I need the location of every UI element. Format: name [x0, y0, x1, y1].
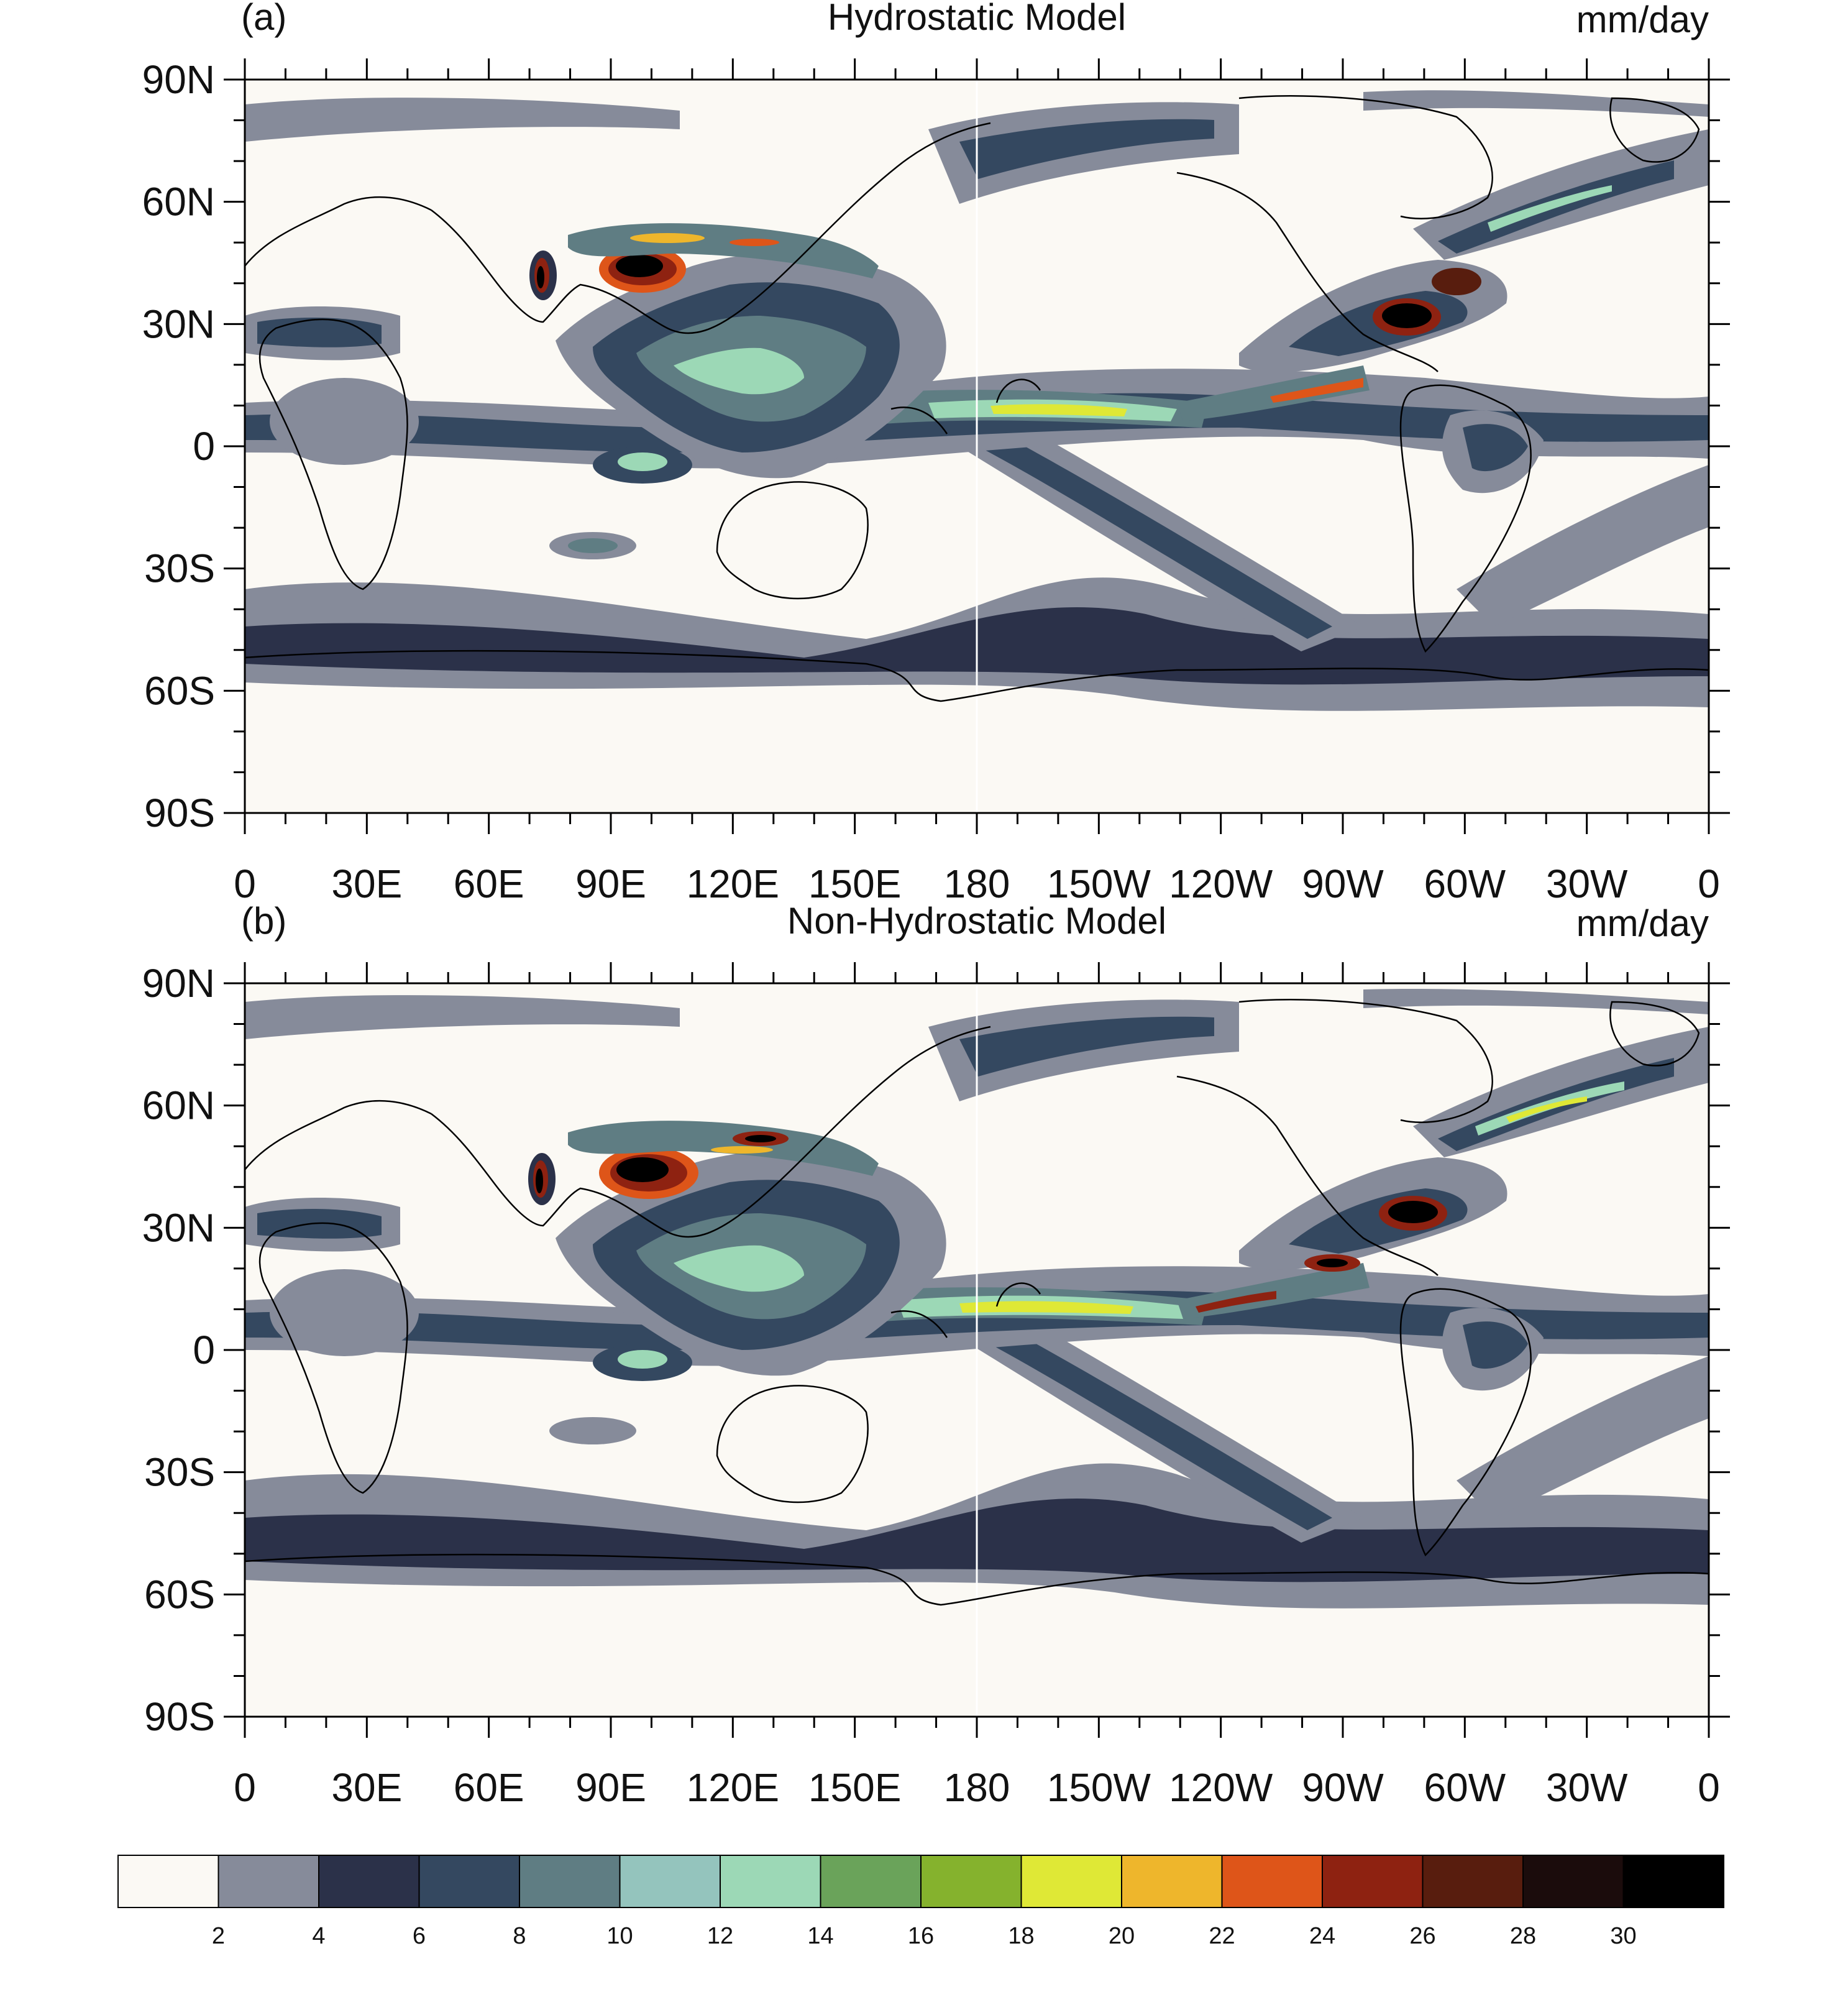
- colorbar-label: 12: [707, 1923, 733, 1949]
- colorbar-label: 2: [212, 1923, 225, 1949]
- lon-tick-label: 30W: [1546, 861, 1628, 906]
- colorbar-label: 22: [1209, 1923, 1235, 1949]
- colorbar-swatch: [820, 1855, 922, 1908]
- colorbar-label: 4: [312, 1923, 325, 1949]
- panel-a-coastlines: [245, 95, 1709, 702]
- colorbar-swatch: [217, 1855, 319, 1908]
- panel-b-lat-labels: 90N 60N 30N 0 30S 60S 90S: [142, 961, 215, 1739]
- lat-tick-label: 30S: [144, 546, 215, 591]
- lon-tick-label: 60E: [454, 861, 524, 906]
- lon-tick-label: 120E: [687, 1765, 779, 1810]
- lon-tick-label: 150W: [1047, 1765, 1151, 1810]
- lat-tick-label: 90N: [142, 961, 215, 1006]
- panel-b-label: (b): [241, 900, 286, 942]
- lon-tick-label: 90W: [1302, 861, 1384, 906]
- panel-b-coastlines: [245, 999, 1709, 1606]
- lon-tick-label: 0: [1698, 1765, 1720, 1810]
- colorbar-swatch: [1322, 1855, 1424, 1908]
- lon-tick-label: 150E: [808, 1765, 901, 1810]
- lat-tick-label: 90S: [144, 1694, 215, 1739]
- colorbar-label: 10: [606, 1923, 633, 1949]
- panel-a-label: (a): [241, 0, 286, 38]
- colorbar-swatch: [619, 1855, 721, 1908]
- lon-tick-label: 30W: [1546, 1765, 1628, 1810]
- lon-tick-label: 150E: [808, 861, 901, 906]
- colorbar-swatch: [1522, 1855, 1624, 1908]
- lon-tick-label: 180: [944, 1765, 1010, 1810]
- colorbar-swatch: [1221, 1855, 1323, 1908]
- colorbar-label: 14: [807, 1923, 833, 1949]
- lat-tick-label: 0: [193, 424, 215, 469]
- colorbar-swatch: [519, 1855, 621, 1908]
- panel-a-precip-field: [245, 80, 1709, 813]
- lon-tick-label: 30E: [331, 861, 402, 906]
- lon-tick-label: 60W: [1424, 861, 1506, 906]
- colorbar-swatch: [1020, 1855, 1122, 1908]
- colorbar-label: 24: [1309, 1923, 1335, 1949]
- colorbar-label: 28: [1510, 1923, 1536, 1949]
- panel-a-lon-labels: 0 30E 60E 90E 120E 150E 180 150W 120W 90W 60W 30W 0: [234, 861, 1720, 906]
- lat-tick-label: 60N: [142, 180, 215, 224]
- colorbar-label: 18: [1008, 1923, 1034, 1949]
- colorbar-label: 8: [513, 1923, 526, 1949]
- lon-tick-label: 0: [234, 1765, 256, 1810]
- lat-tick-label: 30N: [142, 301, 215, 346]
- colorbar-swatch: [1422, 1855, 1524, 1908]
- lon-tick-label: 30E: [331, 1765, 402, 1810]
- colorbar-swatch: [418, 1855, 520, 1908]
- lon-tick-label: 60W: [1424, 1765, 1506, 1810]
- colorbar-swatch: [1622, 1855, 1724, 1908]
- lon-tick-label: 120W: [1169, 1765, 1273, 1810]
- lon-tick-label: 120W: [1169, 861, 1273, 906]
- lat-tick-label: 60N: [142, 1083, 215, 1128]
- panel-b: (b) Non-Hydrostatic Model mm/day: [142, 900, 1730, 1810]
- lon-tick-label: 120E: [687, 861, 779, 906]
- panel-b-units: mm/day: [1576, 902, 1709, 944]
- colorbar-swatch: [920, 1855, 1022, 1908]
- lat-tick-label: 30N: [142, 1205, 215, 1250]
- colorbar-label: 30: [1610, 1923, 1636, 1949]
- lat-tick-label: 30S: [144, 1450, 215, 1495]
- lat-tick-label: 60S: [144, 1572, 215, 1617]
- panel-a-map: [245, 80, 1709, 813]
- lat-tick-label: 60S: [144, 668, 215, 713]
- panel-a-title: Hydrostatic Model: [828, 0, 1126, 38]
- panel-a: (a) Hydrostatic Model mm/day: [142, 0, 1730, 906]
- lon-tick-label: 0: [1698, 861, 1720, 906]
- colorbar-swatch: [318, 1855, 420, 1908]
- lon-tick-label: 60E: [454, 1765, 524, 1810]
- panel-b-ticks: [224, 962, 1730, 1738]
- lon-tick-label: 90E: [575, 1765, 646, 1810]
- lon-tick-label: 90W: [1302, 1765, 1384, 1810]
- panel-b-precip-field: [245, 983, 1709, 1717]
- colorbar-swatch: [117, 1855, 219, 1908]
- lon-tick-label: 0: [234, 861, 256, 906]
- lon-tick-label: 180: [944, 861, 1010, 906]
- lon-tick-label: 150W: [1047, 861, 1151, 906]
- colorbar-label: 26: [1409, 1923, 1435, 1949]
- colorbar-swatch: [1121, 1855, 1223, 1908]
- lat-tick-label: 0: [193, 1328, 215, 1372]
- panel-b-title: Non-Hydrostatic Model: [787, 900, 1166, 942]
- panel-a-units: mm/day: [1576, 0, 1709, 40]
- lon-tick-label: 90E: [575, 861, 646, 906]
- colorbar-label: 16: [908, 1923, 934, 1949]
- colorbar-label: 20: [1109, 1923, 1135, 1949]
- panel-b-lon-labels: 0 30E 60E 90E 120E 150E 180 150W 120W 90W 60W 30W 0: [234, 1765, 1720, 1810]
- colorbar-swatch: [720, 1855, 821, 1908]
- lat-tick-label: 90S: [144, 791, 215, 835]
- panel-b-map: [245, 983, 1709, 1717]
- panel-a-lat-labels: 90N 60N 30N 0 30S 60S 90S: [142, 57, 215, 835]
- colorbar-label: 6: [413, 1923, 426, 1949]
- colorbar: 2 4 6 8 10 12 14 16 18 20 22 24 26 28 30: [117, 1855, 1724, 1949]
- panel-a-ticks: [224, 58, 1730, 834]
- lat-tick-label: 90N: [142, 57, 215, 102]
